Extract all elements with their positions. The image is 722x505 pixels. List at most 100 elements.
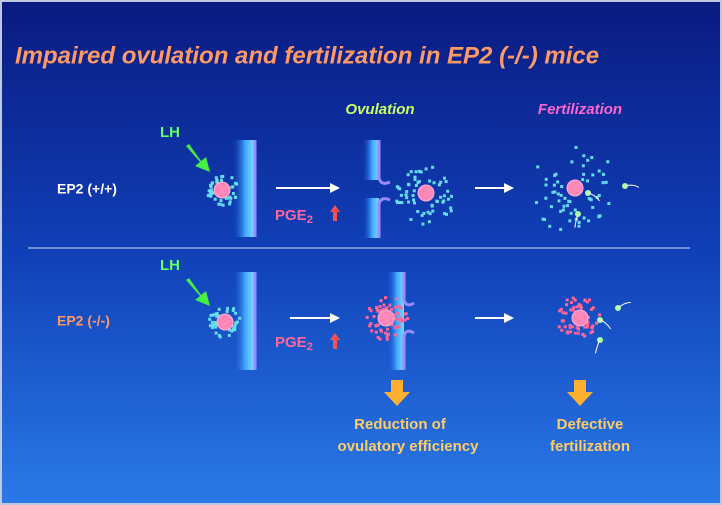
cumulus-cell — [562, 204, 566, 208]
cumulus-cell — [424, 167, 428, 171]
outcome-text: ovulatory efficiency — [338, 438, 480, 455]
mediator-subscript: 2 — [307, 214, 313, 226]
oocyte — [216, 313, 234, 331]
cumulus-cell — [220, 175, 224, 179]
cumulus-cell — [556, 180, 560, 184]
follicle-edge — [377, 197, 391, 238]
cumulus-cell — [565, 303, 569, 307]
cumulus-cell — [400, 319, 404, 323]
cumulus-cell — [572, 308, 576, 312]
cumulus-cell — [227, 196, 231, 200]
cumulus-cell — [430, 203, 434, 207]
title: Impaired ovulation and fertilization in … — [15, 42, 599, 69]
cumulus-cell — [442, 199, 446, 203]
cumulus-cell — [551, 190, 555, 194]
cumulus-cell — [559, 307, 563, 311]
cumulus-cell — [442, 194, 446, 198]
cumulus-cell — [576, 331, 580, 335]
cumulus-cell — [225, 309, 229, 313]
cumulus-cell — [230, 176, 234, 180]
cumulus-cell — [428, 212, 432, 216]
cumulus-cell — [209, 313, 213, 317]
sperm-tail — [574, 213, 579, 228]
cumulus-cell — [396, 312, 400, 316]
cumulus-cell — [209, 185, 213, 189]
cumulus-cell — [400, 201, 404, 205]
cumulus-cell — [548, 224, 552, 228]
cumulus-cell — [214, 176, 218, 180]
cumulus-cell — [431, 209, 435, 213]
lh-arrow — [186, 278, 210, 306]
cumulus-cell — [379, 299, 383, 303]
cumulus-cell — [234, 311, 238, 315]
cumulus-cell — [407, 182, 411, 186]
cumulus-cell — [591, 330, 595, 334]
cumulus-cell — [534, 201, 538, 205]
cumulus-cell — [395, 317, 399, 321]
cumulus-cell — [399, 193, 403, 197]
cumulus-cell — [416, 209, 420, 213]
cumulus-cell — [587, 298, 591, 302]
cumulus-cell — [395, 185, 399, 189]
cumulus-cell — [210, 320, 214, 324]
cumulus-cell — [385, 327, 389, 331]
cumulus-cell — [385, 334, 389, 338]
cumulus-cell — [414, 170, 418, 174]
cumulus-cell — [573, 208, 577, 212]
cumulus-cell — [214, 331, 218, 335]
cumulus-cell — [231, 185, 235, 189]
sperm-tail — [587, 192, 600, 202]
increase-arrow — [330, 333, 340, 349]
follicle-edge — [402, 272, 415, 370]
cumulus-cell — [570, 325, 574, 329]
cumulus-cell — [399, 316, 403, 320]
cumulus-cell — [439, 195, 443, 199]
cumulus-cell — [231, 192, 235, 196]
cumulus-cell — [217, 307, 221, 311]
cumulus-cell — [426, 210, 430, 214]
cumulus-cell — [590, 156, 594, 160]
cumulus-cell — [449, 209, 453, 213]
cumulus-cell — [582, 172, 586, 176]
cumulus-cell — [437, 183, 441, 187]
cumulus-cell — [413, 201, 417, 205]
cumulus-cell — [219, 199, 223, 203]
cumulus-cell — [557, 199, 561, 203]
outcome-text: fertilization — [550, 438, 630, 455]
cumulus-cell — [384, 296, 388, 300]
cumulus-cell — [579, 304, 583, 308]
cumulus-cell — [586, 323, 590, 327]
cumulus-cell — [365, 315, 369, 319]
cumulus-cell — [427, 220, 431, 224]
cumulus-cell — [566, 204, 570, 208]
cumulus-cell — [591, 306, 595, 310]
cumulus-cell — [381, 307, 385, 311]
cumulus-cell — [577, 304, 581, 308]
cumulus-cell — [569, 330, 573, 334]
cumulus-cell — [446, 197, 450, 201]
cumulus-cell — [397, 304, 401, 308]
cumulus-cell — [377, 323, 381, 327]
cumulus-cell — [211, 313, 215, 317]
cumulus-cell — [561, 208, 565, 212]
follicle-wall — [362, 140, 379, 180]
cumulus-cell — [577, 302, 581, 306]
column-heading: Ovulation — [345, 101, 414, 118]
cumulus-cell — [431, 165, 435, 169]
follicle-wall — [232, 140, 254, 237]
cumulus-cell — [559, 193, 563, 197]
cumulus-cell — [385, 306, 389, 310]
cumulus-cell — [214, 322, 218, 326]
cumulus-cell — [211, 323, 215, 327]
mediator-subscript: 2 — [307, 341, 313, 353]
cumulus-cell — [589, 307, 593, 311]
cumulus-cell — [568, 219, 572, 223]
cumulus-cell — [217, 334, 221, 338]
cumulus-cell — [591, 324, 595, 328]
cumulus-cell — [581, 178, 585, 182]
cumulus-cell — [393, 313, 397, 317]
cumulus-cell — [234, 195, 238, 199]
